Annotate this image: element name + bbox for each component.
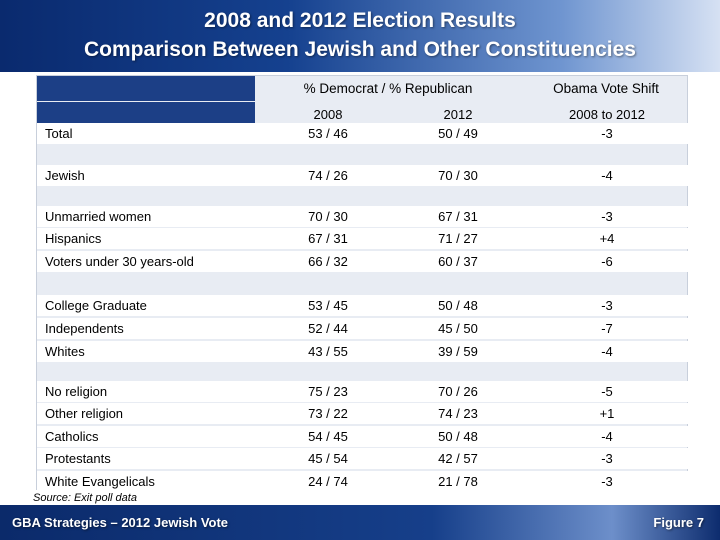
table-row: Total 53 / 46 50 / 49 -3 [37,123,689,144]
row-label: Jewish [45,168,85,183]
cell-2008: 75 / 23 [308,384,348,399]
cell-2012: 74 / 23 [438,406,478,421]
results-table: % Democrat / % Republican Obama Vote Shi… [36,75,689,492]
table-row: College Graduate 53 / 45 50 / 48 -3 [37,295,689,316]
cell-shift: -3 [601,298,613,313]
col-2012-header: 2012 [443,106,473,122]
cell-2008: 24 / 74 [308,474,348,489]
row-label: Protestants [45,451,111,466]
cell-2012: 39 / 59 [438,344,478,359]
table-row: Catholics 54 / 45 50 / 48 -4 [37,426,689,447]
group-header: % Democrat / % Republican [303,81,473,96]
row-label: Other religion [45,406,124,421]
table-row: No religion 75 / 23 70 / 26 -5 [37,381,689,402]
cell-2008: 66 / 32 [308,254,348,269]
row-label: White Evangelicals [45,474,155,489]
table-row: Independents 52 / 44 45 / 50 -7 [37,318,689,339]
table-row: Whites 43 / 55 39 / 59 -4 [37,341,689,362]
cell-shift: -4 [601,168,613,183]
row-label: College Graduate [45,298,147,313]
row-label: No religion [45,384,108,399]
cell-shift: -3 [601,474,613,489]
cell-2012: 60 / 37 [438,254,478,269]
row-label: Total [45,126,73,141]
cell-2012: 71 / 27 [438,231,478,246]
cell-2012: 70 / 26 [438,384,478,399]
cell-shift: -3 [601,126,613,141]
cell-2012: 70 / 30 [438,168,478,183]
cell-2012: 21 / 78 [438,474,478,489]
shift-header: Obama Vote Shift [553,81,659,96]
cell-shift: -3 [601,209,613,224]
cell-2008: 73 / 22 [308,406,348,421]
cell-shift: -5 [601,384,613,399]
row-label: Whites [45,344,85,359]
cell-shift: -3 [601,451,613,466]
cell-2012: 67 / 31 [438,209,478,224]
col-2008-header: 2008 [313,106,343,122]
table-row: Voters under 30 years-old 66 / 32 60 / 37 -… [37,251,689,272]
table-row: Hispanics 67 / 31 71 / 27 +4 [37,228,689,249]
cell-2012: 42 / 57 [438,451,478,466]
table-row: Other religion 73 / 22 74 / 23 +1 [37,403,689,424]
table-row: Protestants 45 / 54 42 / 57 -3 [37,448,689,469]
row-label: Unmarried women [45,209,152,224]
row-label: Hispanics [45,231,102,246]
cell-2008: 53 / 45 [308,298,348,313]
footer-bar: GBA Strategies – 2012 Jewish Vote Figure… [0,505,720,540]
cell-2008: 45 / 54 [308,451,348,466]
title-line-1: 2008 and 2012 Election Results [204,9,516,32]
table-row: Jewish 74 / 26 70 / 30 -4 [37,165,689,186]
subheader-blank-cell [37,102,255,126]
col-shift-header: 2008 to 2012 [569,106,645,122]
cell-2008: 52 / 44 [308,321,348,336]
cell-shift: +1 [599,406,615,421]
cell-2008: 74 / 26 [308,168,348,183]
figure-number: Figure 7 [653,515,704,530]
slide-title: 2008 and 2012 Election Results Compariso… [0,6,720,64]
cell-2012: 45 / 50 [438,321,478,336]
title-bar [0,0,720,72]
row-label: Independents [45,321,124,336]
cell-2008: 43 / 55 [308,344,348,359]
title-line-2: Comparison Between Jewish and Other Cons… [84,38,636,61]
cell-2008: 53 / 46 [308,126,348,141]
table-row: White Evangelicals 24 / 74 21 / 78 -3 [37,471,689,492]
cell-2012: 50 / 48 [438,429,478,444]
cell-shift: -7 [601,321,613,336]
cell-shift: -6 [601,254,613,269]
cell-2008: 70 / 30 [308,209,348,224]
cell-shift: +4 [599,231,615,246]
footer-label: GBA Strategies – 2012 Jewish Vote [12,515,229,530]
header-blank-cell [37,76,255,101]
cell-2008: 54 / 45 [308,429,348,444]
cell-2008: 67 / 31 [308,231,348,246]
cell-2012: 50 / 48 [438,298,478,313]
row-label: Voters under 30 years-old [45,254,194,269]
cell-2012: 50 / 49 [438,126,478,141]
row-label: Catholics [45,429,99,444]
table-row: Unmarried women 70 / 30 67 / 31 -3 [37,206,689,227]
source-note: Source: Exit poll data [33,492,137,504]
cell-shift: -4 [601,344,613,359]
cell-shift: -4 [601,429,613,444]
